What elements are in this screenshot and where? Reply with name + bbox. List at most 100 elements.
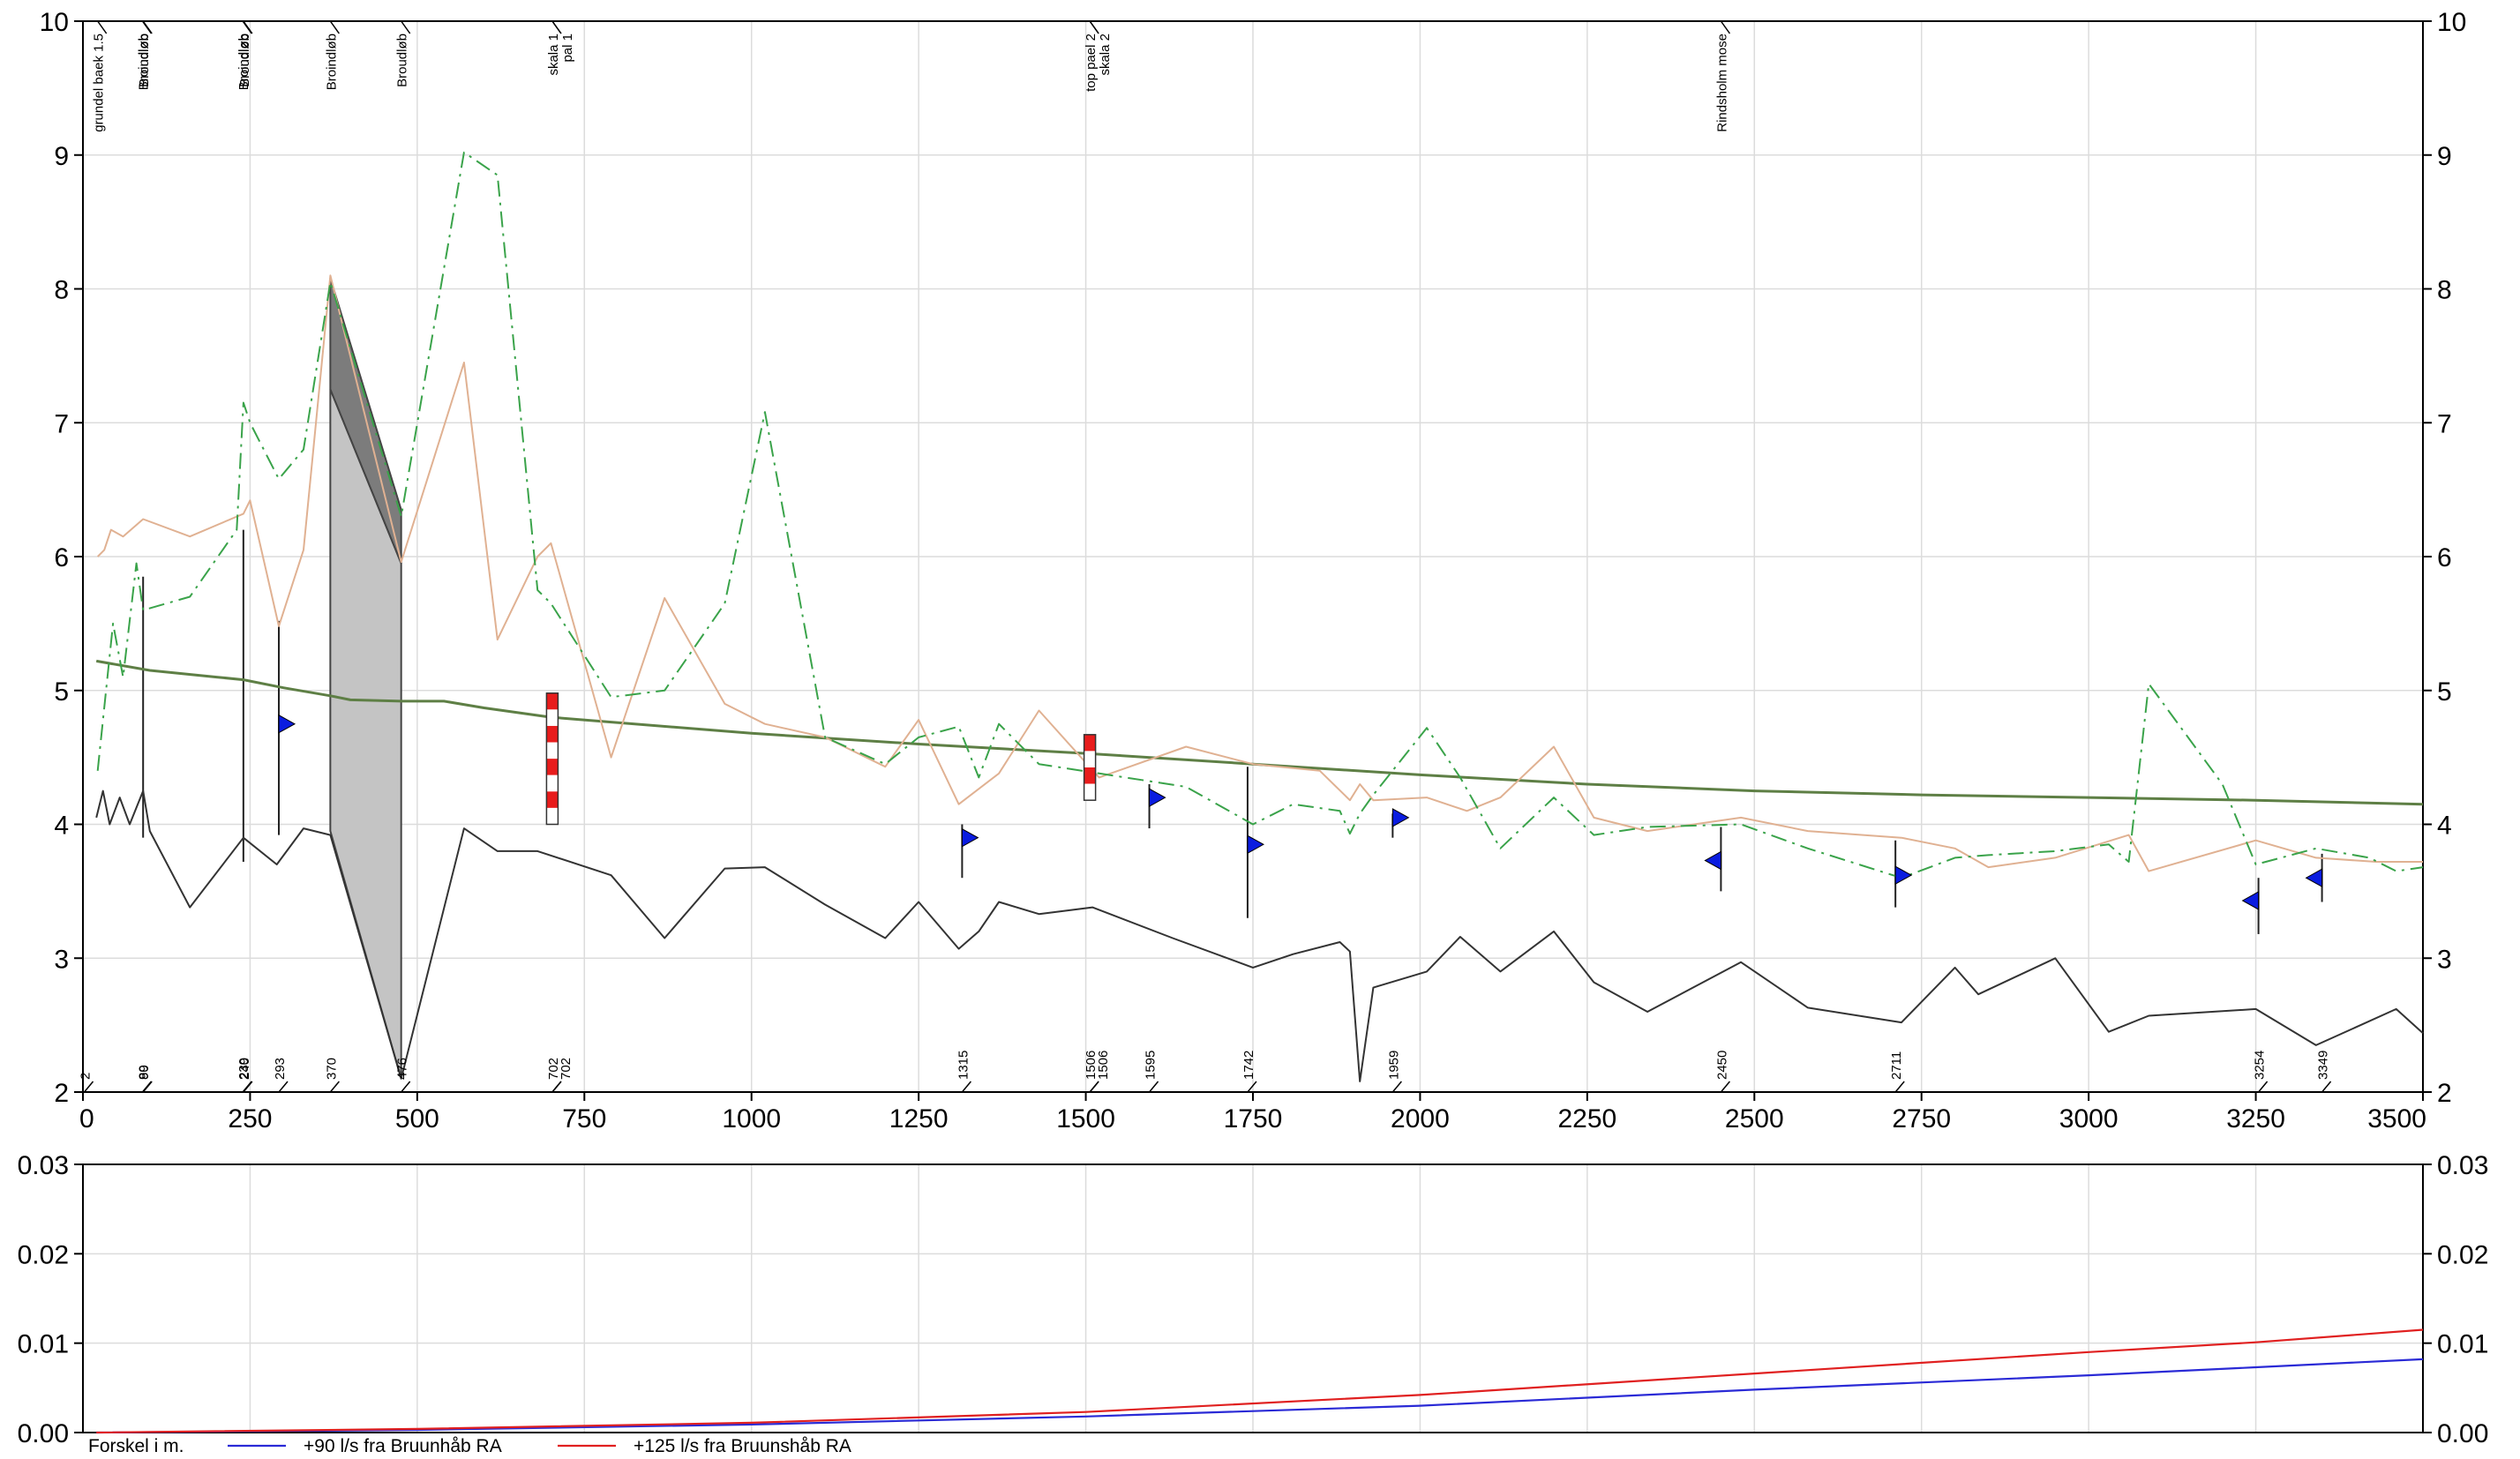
profile-y-axis: 2 23 34 45 56 67 78 89 910 10 [40,8,2467,1108]
legend-title: Forskel i m. [88,1436,184,1456]
x-tick-label: 500 [395,1104,439,1134]
y-tick-label: 7 [54,409,69,438]
station-label: 476 [395,1058,410,1080]
station-label: 293 [273,1058,288,1080]
x-axis: 0 250 500 750 1000 1250 1500 1750 2000 2250 2500 27… [79,1092,2426,1134]
y-tick-label-right: 2 [2437,1079,2452,1108]
gauge-pole [1083,734,1097,801]
top-annotation-label: Broudløb [137,34,152,87]
station-leader [1148,1081,1159,1093]
top-annotation-label: Broudløb [237,34,252,87]
station-label: 1506 [1084,1051,1099,1080]
station-leader [1089,1081,1099,1093]
station-leader [961,1081,971,1093]
station-leader [1720,1081,1730,1093]
flag-marker [1704,850,1721,871]
y-tick-label-right: 7 [2437,409,2452,438]
legend-label: +90 l/s fra Bruunhåb RA [304,1436,502,1456]
station-label: 2711 [1889,1051,1904,1080]
series-terrain-left [96,151,2424,879]
gauge-segment [1084,734,1096,752]
annotation-leader [551,20,562,34]
y-tick-label: 0.02 [18,1240,69,1269]
y-tick-label-right: 0.02 [2437,1240,2488,1269]
station-label: 89 [136,1065,151,1080]
station-leader [2258,1081,2269,1093]
y-tick-label-right: 9 [2437,142,2452,171]
gauge-segment [546,709,559,726]
gauge-segment [1084,751,1096,768]
gauge-poles [545,692,1097,826]
x-tick-label: 1000 [722,1104,781,1134]
x-tick-label: 3500 [2367,1104,2426,1134]
flag-marker [1391,808,1410,827]
annotation-leader [329,20,340,34]
station-leader [1894,1081,1905,1093]
y-tick-label-right: 0.03 [2437,1151,2488,1180]
gauge-segment [546,791,559,808]
annotation-leader [243,20,253,34]
annotation-leader [142,20,153,34]
gauge-segment [546,759,559,775]
legend: Forskel i m. +90 l/s fra Bruunhåb RA +125 … [88,1436,851,1456]
difference-series [96,1328,2424,1434]
x-tick-label: 1500 [1056,1104,1115,1134]
profile-series [95,151,2424,1082]
y-tick-label: 5 [54,677,69,707]
flag-marker [961,827,979,848]
difference-series-2 [96,1328,2424,1434]
gauge-segment [546,774,559,792]
gauge-segment [546,807,559,825]
y-tick-label: 10 [40,8,69,37]
x-tick-label: 750 [562,1104,606,1134]
station-leader [2321,1081,2332,1093]
grid-lines [82,20,2424,1433]
top-annotation-label: pal 1 [560,34,575,63]
flag-marker [1149,788,1166,807]
top-annotation-label: skala 1 [546,34,561,76]
station-label: 702 [546,1058,561,1080]
difference-y-axis: 0.00 0.00 0.01 0.01 0.02 0.02 0.03 0.03 [18,1151,2489,1448]
series-bed [95,789,2424,1082]
flag-marker [2305,868,2323,888]
station-leader [278,1081,289,1093]
y-tick-label-right: 5 [2437,677,2452,707]
station-label: 1959 [1386,1051,1401,1080]
difference-series-1 [96,1358,2424,1434]
x-tick-label: 1750 [1224,1104,1283,1134]
station-leader [1247,1081,1257,1093]
y-tick-label: 8 [54,276,69,305]
y-tick-label-right: 10 [2437,8,2466,37]
station-leader [83,1081,94,1093]
station-label: 1506 [1096,1051,1111,1080]
y-tick-label: 4 [54,812,69,841]
station-leader [329,1081,340,1093]
gauge-pole [545,692,559,826]
y-tick-label: 9 [54,142,69,171]
gauge-segment [1084,783,1096,801]
gauge-segment [1084,767,1096,784]
station-leader [551,1081,562,1093]
cross-section-lines [142,529,2323,934]
x-tick-label: 0 [79,1104,94,1134]
y-tick-label-right: 3 [2437,945,2452,974]
y-tick-label: 3 [54,945,69,974]
station-leader [243,1081,253,1093]
gauge-segment [546,692,559,710]
series-water-level [95,659,2424,806]
annotation-leader [1089,20,1099,34]
station-label: 240 [237,1058,252,1080]
y-tick-label: 0.00 [18,1419,69,1448]
x-tick-label: 2250 [1557,1104,1616,1134]
station-label: 1315 [956,1051,971,1080]
x-tick-label: 1250 [889,1104,949,1134]
annotation-leader [97,20,108,34]
gauge-segment [546,725,559,743]
y-tick-label-right: 0.00 [2437,1419,2488,1448]
flag-marker [1894,865,1913,886]
top-annotation-label: Broindløb [324,34,339,90]
y-tick-label-right: 0.01 [2437,1330,2488,1359]
station-leader [401,1081,411,1093]
series-terrain-right [96,274,2423,872]
